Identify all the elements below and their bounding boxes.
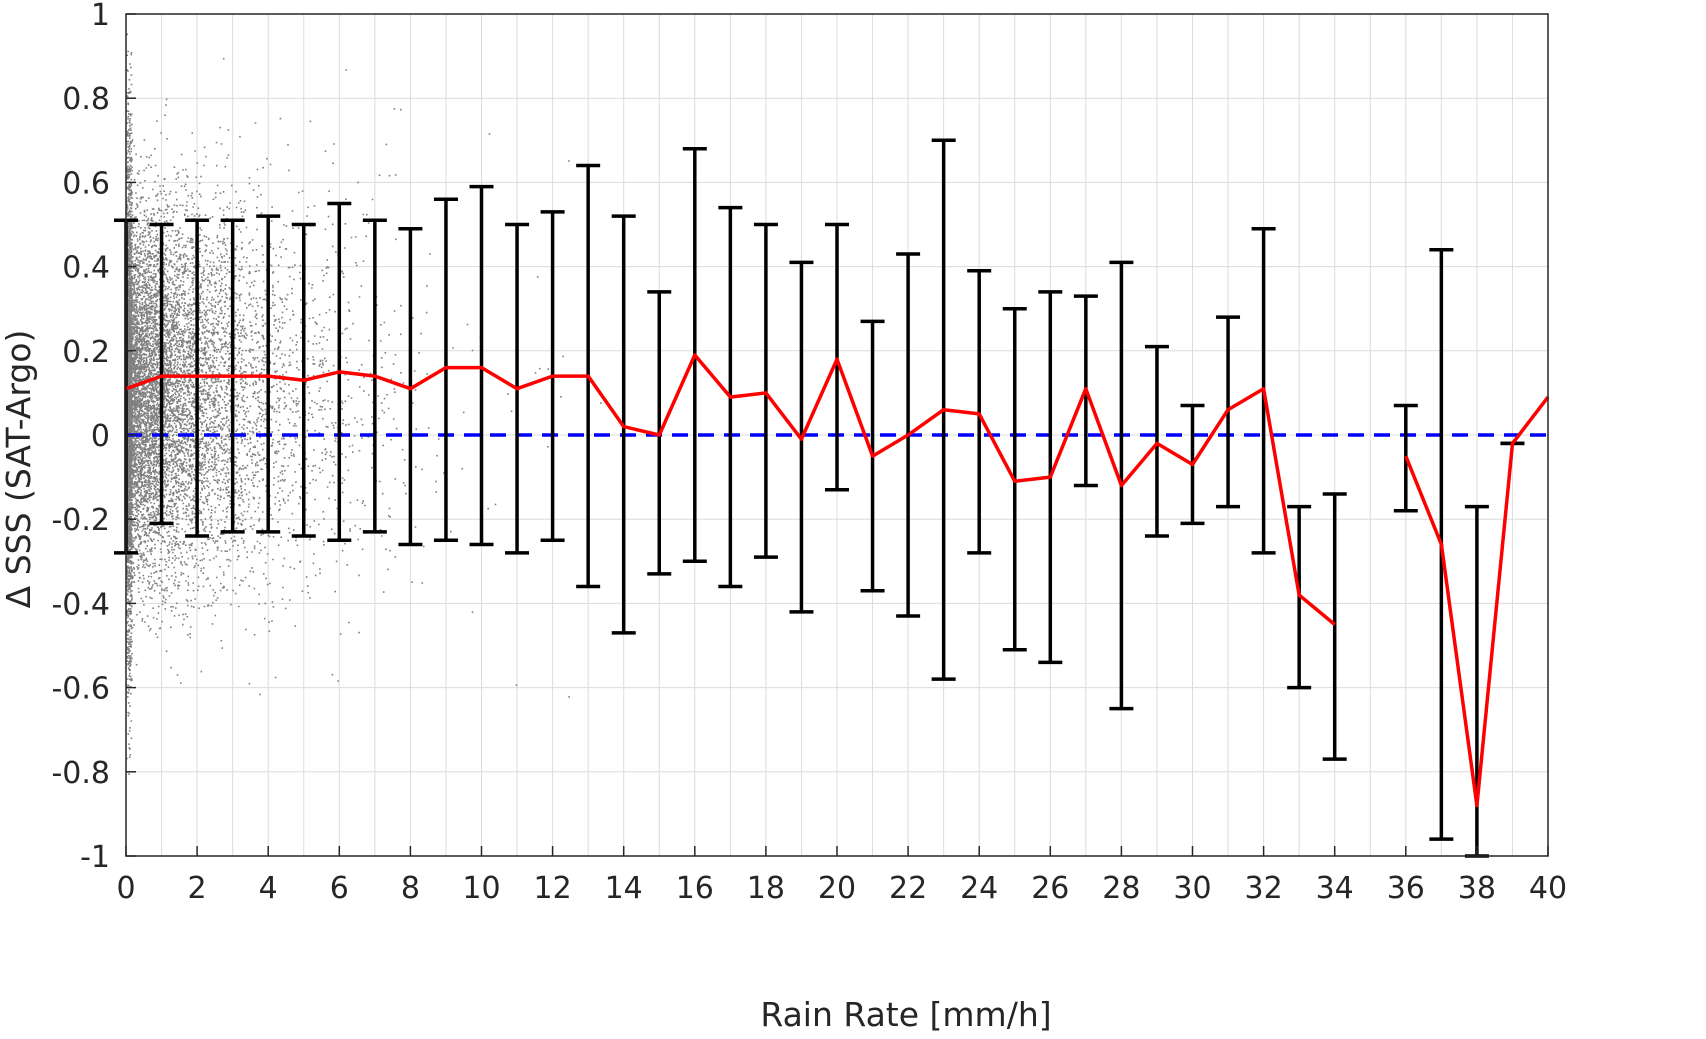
y-tick-label: -0.8: [51, 756, 110, 791]
y-tick-label: 0.8: [62, 82, 110, 117]
x-tick-label: 20: [818, 871, 856, 906]
y-tick-label: -1: [80, 840, 110, 875]
x-tick-labels: 0 2 4 6 8 10 12 14 16 18 20 22 24 26 28 30 32 34 36 38 40: [116, 871, 1567, 906]
x-tick-label: 18: [747, 871, 785, 906]
x-tick-label: 26: [1031, 871, 1069, 906]
x-tick-label: 40: [1529, 871, 1567, 906]
mean-line-segment: [1404, 396, 1550, 808]
errorbar: [753, 222, 778, 559]
y-tick-label: -0.6: [51, 672, 110, 707]
errorbar: [825, 222, 849, 492]
errorbar: [469, 184, 494, 547]
x-tick-label: 8: [401, 871, 420, 906]
x-tick-label: 6: [330, 871, 349, 906]
errorbar: [967, 269, 992, 555]
errorbar: [398, 226, 423, 547]
y-tick-label: -0.4: [51, 587, 110, 622]
y-tick-label: 0.6: [62, 166, 110, 201]
errorbar: [1144, 344, 1169, 538]
x-tick-label: 10: [462, 871, 500, 906]
y-tick-labels: 1 0.8 0.6 0.4 0.2 0 -0.2 -0.4 -0.6 -0.8 -1: [51, 0, 110, 875]
x-tick-label: 16: [676, 871, 714, 906]
x-axis-label: Rain Rate [mm/h]: [760, 995, 1051, 1034]
x-tick-label: 24: [960, 871, 998, 906]
errorbar: [433, 197, 458, 542]
error-bars: [114, 138, 1525, 858]
y-tick-label: 0: [91, 419, 110, 454]
x-tick-label: 22: [889, 871, 927, 906]
axes-frame: [125, 13, 1549, 857]
y-tick-label: 0.4: [62, 251, 110, 286]
y-tick-label: 0.2: [62, 335, 110, 370]
x-tick-label: 30: [1173, 871, 1211, 906]
x-tick-label: 4: [259, 871, 278, 906]
x-tick-label: 36: [1387, 871, 1425, 906]
errorbar: [149, 222, 174, 526]
y-tick-label: -0.2: [51, 503, 110, 538]
x-tick-label: 0: [116, 871, 135, 906]
x-tick-label: 38: [1458, 871, 1496, 906]
x-tick-label: 14: [605, 871, 643, 906]
x-tick-label: 32: [1245, 871, 1283, 906]
y-tick-label: 1: [91, 0, 110, 33]
errorbar: [185, 218, 210, 538]
errorbar: [256, 214, 281, 534]
x-tick-label: 12: [534, 871, 572, 906]
x-tick-label: 34: [1316, 871, 1354, 906]
errorbar: [1322, 492, 1347, 761]
mean-line-segment: [125, 353, 1336, 626]
mean-line: [125, 353, 1550, 808]
x-tick-label: 28: [1102, 871, 1140, 906]
x-tick-label: 2: [188, 871, 207, 906]
y-axis-label: Δ SSS (SAT-Argo): [0, 330, 38, 609]
